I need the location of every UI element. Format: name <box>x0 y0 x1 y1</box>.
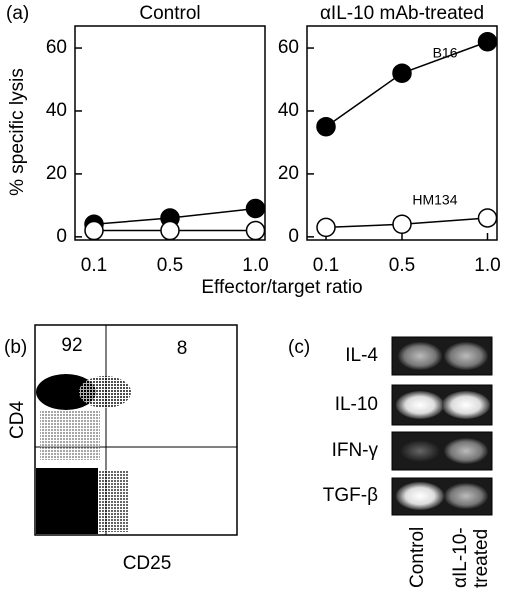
x-tick-label: 1.0 <box>242 255 268 276</box>
series-line <box>325 41 488 128</box>
column-label: Control <box>407 527 428 588</box>
y-tick-label: 0 <box>56 226 67 247</box>
y-tick-label: 0 <box>288 226 299 247</box>
cell-cluster <box>36 468 98 534</box>
gel-band <box>396 482 444 510</box>
cell-cluster <box>79 376 131 408</box>
series-label: HM134 <box>412 192 457 208</box>
cell-cluster <box>98 470 128 532</box>
plot-frame <box>306 25 498 241</box>
y-axis-label: CD4 <box>7 401 28 439</box>
gel-band <box>400 440 440 462</box>
column-label: treated <box>471 529 492 588</box>
panel-label: (c) <box>288 337 310 358</box>
y-tick-label: 40 <box>46 100 67 121</box>
y-axis-label: % specific lysis <box>7 68 28 196</box>
row-label: TGF-β <box>323 485 378 506</box>
series-label: B16 <box>433 44 458 60</box>
gel-band <box>398 342 442 370</box>
gel-band <box>444 483 488 509</box>
cell-cluster <box>40 410 100 460</box>
gel-band <box>442 391 490 419</box>
y-tick-label: 40 <box>278 100 299 121</box>
quadrant-value: 92 <box>61 335 82 356</box>
data-point <box>160 220 180 241</box>
row-label: IL-4 <box>345 345 378 366</box>
cell-cluster <box>36 374 96 410</box>
data-point <box>477 31 498 52</box>
row-label: IL-10 <box>335 394 378 415</box>
y-tick-label: 20 <box>278 163 299 184</box>
data-point <box>245 198 266 219</box>
column-label: αIL-10- <box>450 527 471 588</box>
data-point <box>316 116 336 137</box>
x-tick-label: 0.1 <box>313 255 339 276</box>
flow-panel: (b) 92 8 CD4 CD25 <box>4 324 238 574</box>
gel-band <box>444 438 488 464</box>
x-tick-label: 0.5 <box>157 255 183 276</box>
data-point <box>392 63 412 83</box>
data-point <box>245 220 266 241</box>
panel-label: (b) <box>4 337 27 358</box>
data-point <box>84 220 104 241</box>
x-tick-label: 0.1 <box>81 255 107 276</box>
x-axis-label: CD25 <box>123 553 172 574</box>
y-tick-label: 60 <box>278 37 299 58</box>
gel-band <box>444 342 488 370</box>
plot-frame <box>74 25 266 241</box>
x-axis-label: Effector/target ratio <box>201 277 362 298</box>
y-tick-label: 60 <box>46 37 67 58</box>
chart-title: Control <box>139 3 200 24</box>
x-tick-label: 0.5 <box>389 255 415 276</box>
chart-title: αIL-10 mAb-treated <box>320 3 484 24</box>
row-label: IFN-γ <box>332 440 379 461</box>
gel-band <box>396 391 444 419</box>
data-point <box>477 208 498 228</box>
y-tick-label: 20 <box>46 163 67 184</box>
data-point <box>316 217 336 238</box>
plot-frame <box>34 324 238 536</box>
gel-panel: (c) IL-4 IL-10 IFN-γ TGF-β Control αIL-1… <box>288 336 493 588</box>
panel-label: (a) <box>6 3 29 24</box>
x-tick-label: 1.0 <box>474 255 500 276</box>
data-point <box>392 214 412 235</box>
quadrant-value: 8 <box>177 338 188 359</box>
